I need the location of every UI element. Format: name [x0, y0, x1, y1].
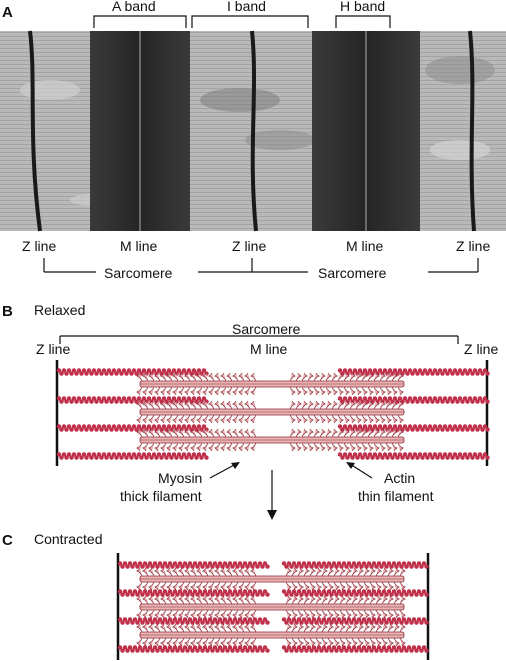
actin-b-right-0: [337, 368, 490, 376]
z-line-label-b-left: Z line: [36, 341, 71, 357]
z-line-3: [468, 30, 476, 232]
band-brackets: [93, 15, 391, 28]
actin-c-right-0: [281, 561, 429, 569]
m-line-label-1: M line: [120, 238, 158, 254]
actin-arrow: [349, 463, 373, 479]
sarcomere-label-b: Sarcomere: [232, 321, 301, 337]
myosin-c-0: [136, 567, 406, 591]
panel-a-brackets: [43, 258, 479, 273]
actin-b-left-2: [56, 424, 209, 432]
m-line-label-2: M line: [346, 238, 384, 254]
panel-b-letter: B: [2, 303, 13, 320]
actin-c-left-0: [117, 561, 270, 569]
sarcomere-label-right: Sarcomere: [318, 265, 387, 281]
h-band-bracket: [335, 15, 391, 28]
z-line-label-3: Z line: [456, 238, 491, 254]
i-band-label: I band: [227, 0, 266, 14]
relaxed-label: Relaxed: [34, 302, 86, 318]
myosin-c-1: [136, 595, 406, 619]
actin-b-left-3: [56, 452, 209, 460]
actin-c-left-1: [117, 589, 270, 597]
a-band-bracket: [93, 15, 187, 28]
panel-a-letter: A: [2, 4, 13, 21]
z-line-label-1: Z line: [22, 238, 57, 254]
actin-b-right-2: [337, 424, 490, 432]
actin-b-right-3: [337, 452, 490, 460]
m-line-label-b: M line: [250, 341, 288, 357]
actin-b-right-1: [337, 396, 490, 404]
actin-sub-label: thin filament: [358, 488, 434, 504]
actin-c-right-2: [281, 617, 429, 625]
myosin-b-0: [136, 372, 405, 396]
a-band-label: A band: [112, 0, 156, 14]
sarcomere-label-left: Sarcomere: [104, 265, 173, 281]
actin-b-left-1: [56, 396, 209, 404]
z-line-1: [28, 30, 42, 232]
actin-label: Actin: [384, 470, 416, 486]
actin-b-left-0: [56, 368, 209, 376]
myosin-sub-label: thick filament: [120, 488, 202, 504]
panel-c-letter: C: [2, 532, 13, 549]
contracted-label: Contracted: [34, 531, 103, 547]
z-line-2: [250, 30, 258, 232]
myosin-arrow: [209, 463, 237, 479]
z-line-label-b-right: Z line: [464, 341, 499, 357]
myosin-b-2: [136, 428, 405, 452]
electron-micrograph: [0, 30, 506, 232]
actin-c-left-2: [117, 617, 270, 625]
actin-c-right-1: [281, 589, 429, 597]
h-band-label: H band: [340, 0, 386, 14]
myosin-b-1: [136, 400, 405, 424]
actin-c-right-3: [281, 645, 429, 653]
myosin-label: Myosin: [158, 470, 203, 486]
myosin-c-2: [136, 623, 406, 647]
actin-c-left-3: [117, 645, 270, 653]
i-band-bracket: [191, 15, 309, 28]
z-line-label-2: Z line: [232, 238, 267, 254]
